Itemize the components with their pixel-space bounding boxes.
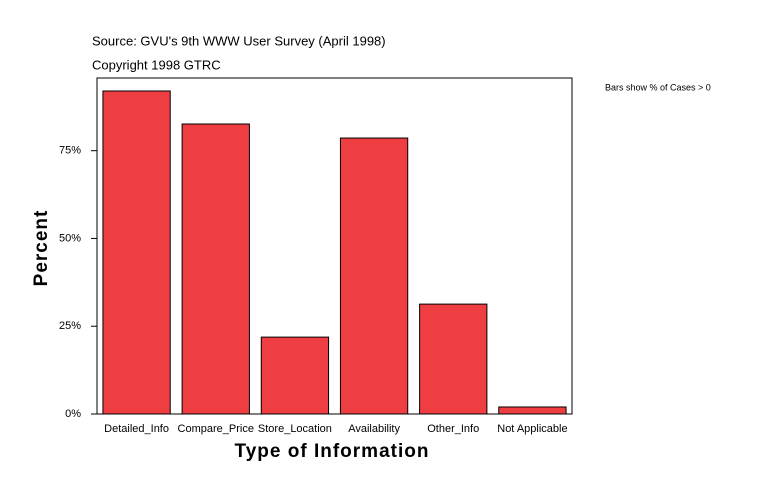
x-tick-label: Not Applicable (497, 423, 567, 435)
bar (260, 336, 330, 415)
annotation: Bars show % of Cases > 0 (605, 82, 711, 92)
bar (339, 137, 409, 415)
y-tick-label: 50% (59, 232, 81, 244)
x-tick-label: Compare_Price (178, 423, 254, 435)
x-axis-title: Type of Information (235, 441, 430, 462)
bar (498, 406, 567, 415)
y-tick-label: 0% (65, 408, 81, 420)
x-tick-label: Store_Location (258, 423, 332, 435)
y-axis-title: Percent (31, 210, 52, 287)
y-tick-label: 25% (59, 320, 81, 332)
plot-frame (96, 77, 573, 415)
chart-title: Source: GVU's 9th WWW User Survey (April… (92, 33, 386, 48)
bar (181, 123, 250, 415)
x-tick-label: Availability (348, 423, 400, 435)
bar (102, 90, 171, 415)
x-tick-label: Detailed_Info (104, 423, 169, 435)
y-tick-label: 75% (59, 145, 81, 157)
bar (419, 303, 488, 415)
chart-subtitle: Copyright 1998 GTRC (92, 57, 221, 72)
x-tick-label: Other_Info (427, 423, 479, 435)
